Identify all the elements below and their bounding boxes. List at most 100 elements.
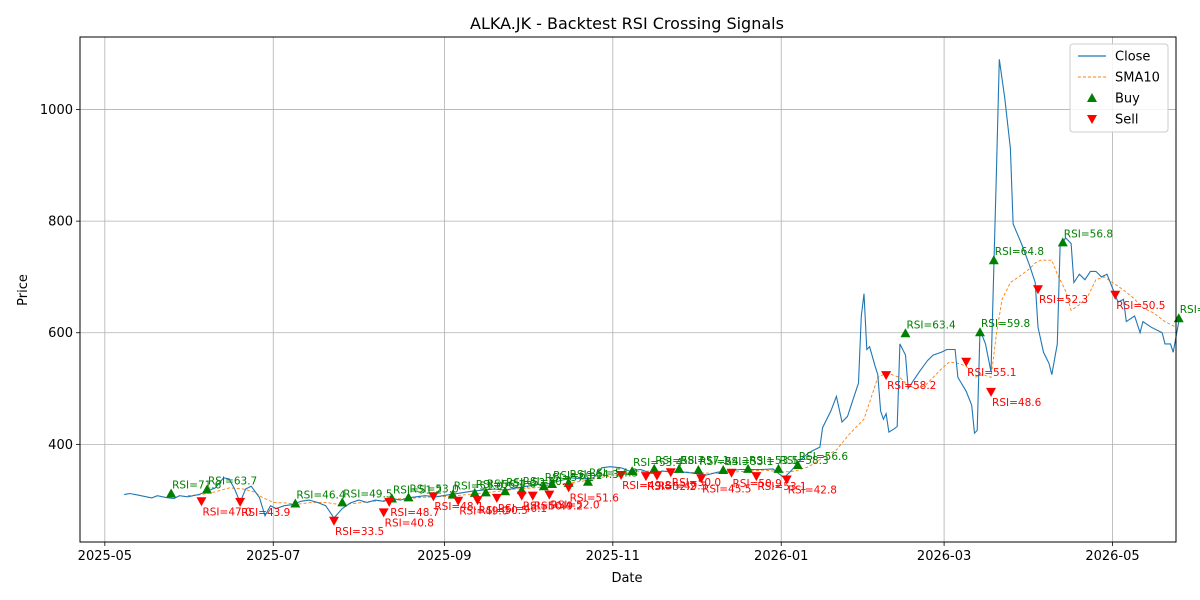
legend-label-sell: Sell	[1115, 113, 1138, 128]
x-axis: 2025-05 2025-07 2025-09 2025-11 2026-01 2026-…	[78, 542, 1140, 564]
legend: Close SMA10 Buy Sell	[1069, 43, 1169, 133]
sell-signal-label: RSI=49.0	[459, 506, 508, 518]
legend-label-buy: Buy	[1115, 92, 1140, 107]
buy-signal-marker	[1057, 237, 1068, 247]
buy-signal-marker	[201, 484, 212, 494]
buy-signal-marker	[974, 327, 985, 337]
y-tick-label: 1000	[40, 103, 73, 118]
sell-signal-label: RSI=48.7	[390, 507, 439, 519]
sell-signal-marker	[491, 493, 502, 503]
buy-signal-label: RSI=59.8	[981, 318, 1030, 330]
buy-signal-marker	[649, 463, 660, 473]
plot-frame	[79, 36, 1177, 543]
sell-signal-label: RSI=48.1	[434, 501, 483, 513]
buy-signal-marker	[582, 476, 593, 486]
sell-signal-marker	[986, 387, 997, 397]
buy-signal-marker	[773, 463, 784, 473]
buy-signal-marker	[337, 497, 348, 507]
buy-signal-label: RSI=63.4	[906, 319, 956, 331]
sell-signal-label: RSI=51.6	[570, 492, 620, 504]
buy-signal-marker	[403, 492, 414, 502]
buy-signal-label: RSI=53.0	[410, 483, 459, 495]
sell-signal-marker	[428, 492, 439, 502]
sell-signal-marker	[881, 371, 892, 381]
buy-signal-label: RSI=57.1	[680, 455, 729, 467]
sell-signal-label: RSI=33.5	[335, 526, 384, 538]
buy-signal-label: RSI=54.3	[699, 456, 748, 468]
sell-signal-marker	[726, 468, 737, 478]
sell-signal-marker	[235, 497, 246, 507]
y-tick-label: 400	[48, 438, 73, 453]
sell-signal-marker	[640, 472, 651, 482]
buy-signal-marker	[792, 459, 803, 469]
buy-signal-marker	[988, 255, 999, 265]
x-axis-label: Date	[611, 571, 642, 586]
sell-signal-label: RSI=50.5	[479, 505, 528, 517]
sell-signal-label: RSI=45.5	[702, 483, 751, 495]
buy-signal-label: RSI=71.6	[172, 479, 222, 491]
buy-signal-label: RSI=50.8	[523, 476, 572, 488]
legend-box	[1069, 43, 1169, 133]
sell-signal-marker	[328, 516, 339, 526]
sell-signal-marker	[1032, 285, 1043, 295]
buy-signal-label: RSI=51.2	[393, 484, 442, 496]
buy-signal-label: RSI=57.1	[545, 472, 594, 484]
legend-label-sma: SMA10	[1115, 71, 1160, 86]
sell-signal-marker	[563, 483, 574, 493]
sell-signal-label: RSI=52.2	[647, 481, 696, 493]
sell-signal-marker	[781, 475, 792, 485]
sell-signal-label: RSI=52.0	[550, 500, 599, 512]
sell-signal-label: RSI=55.1	[967, 367, 1016, 379]
grid	[80, 37, 1176, 542]
x-tick-label: 2026-03	[917, 549, 971, 564]
sell-signal-label: RSI=50.0	[672, 477, 721, 489]
sell-signal-label: RSI=48.6	[992, 397, 1042, 409]
buy-signal-label: RSI=52.0	[506, 477, 555, 489]
buy-signal-label: RSI=58.7	[655, 455, 704, 467]
sell-signal-marker	[516, 491, 527, 501]
x-tick-label: 2025-05	[78, 549, 132, 564]
buy-signal-label: RSI=56.1	[476, 479, 525, 491]
y-axis-label: Price	[16, 274, 31, 306]
sell-signal-label: RSI=58.2	[887, 380, 936, 392]
sell-signal-marker	[527, 491, 538, 501]
sell-signal-marker	[751, 472, 762, 482]
buy-signal-marker	[166, 488, 177, 498]
buy-signal-label: RSI=51.0	[454, 481, 503, 493]
buy-signal-label: RSI=54.6	[487, 478, 537, 490]
sell-signal-marker	[453, 496, 464, 506]
sell-signal-label: RSI=40.8	[385, 517, 434, 529]
x-tick-label: 2025-11	[586, 549, 640, 564]
legend-sell-swatch	[1087, 115, 1097, 124]
buy-signal-marker	[480, 487, 491, 497]
sell-signal-label: RSI=49.3	[658, 481, 707, 493]
buy-signal-marker	[693, 465, 704, 475]
legend-label-close: Close	[1115, 50, 1150, 65]
buy-signal-label: RSI=58.3	[779, 455, 828, 467]
sell-signal-label: RSI=53.1	[757, 481, 806, 493]
sell-signal-label: RSI=42.8	[788, 485, 837, 497]
sell-signal-label: RSI=47.0	[202, 506, 251, 518]
buy-signal-label: RSI=64.8	[995, 246, 1044, 258]
sell-signal-marker	[1110, 290, 1121, 300]
buy-signal-label: RSI=64.3	[570, 469, 619, 481]
sell-signal-marker	[665, 468, 676, 478]
sell-signal-marker	[696, 474, 707, 484]
sell-signal-marker	[384, 497, 395, 507]
buy-signal-label: RSI=46.4	[296, 489, 346, 501]
buy-signal-marker	[900, 328, 911, 338]
buy-signal-label: RSI=63.7	[208, 476, 257, 488]
buy-signal-label: RSI=49.2	[1180, 304, 1200, 316]
sell-signal-marker	[616, 471, 627, 481]
sell-signal-marker	[472, 496, 483, 506]
sell-signal-label: RSI=43.9	[241, 507, 290, 519]
buy-signal-marker	[469, 487, 480, 497]
sell-signal-marker	[544, 490, 555, 500]
buy-signal-label: RSI=56.6	[799, 451, 849, 463]
sell-signal-marker	[651, 471, 662, 481]
series-layer	[124, 59, 1180, 519]
buy-signal-marker	[538, 481, 549, 491]
buy-signal-label: RSI=49.5	[343, 488, 392, 500]
